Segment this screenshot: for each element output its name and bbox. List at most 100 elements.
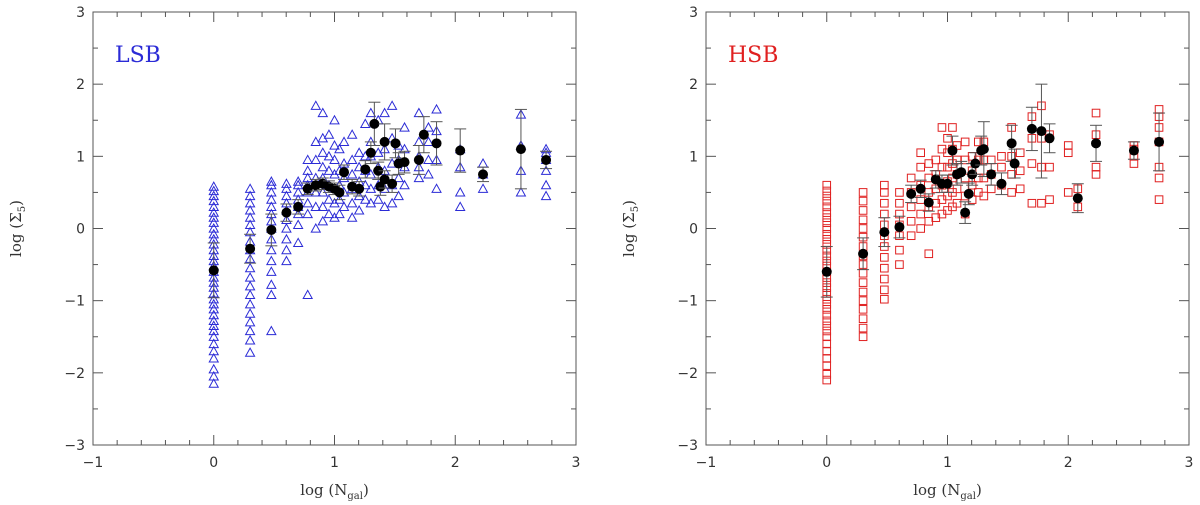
data-point-square <box>822 369 832 379</box>
median-point <box>375 181 386 192</box>
data-point-square <box>822 354 832 363</box>
data-point-square <box>960 137 970 147</box>
data-point-square <box>858 314 868 324</box>
y-tick-label: 3 <box>689 5 698 21</box>
data-point-triangle <box>281 214 292 224</box>
data-point-triangle <box>393 172 404 183</box>
data-point-triangle <box>208 363 220 374</box>
data-point-triangle <box>323 208 335 219</box>
data-point-triangle <box>515 186 527 197</box>
data-point-triangle <box>329 139 340 150</box>
data-point-triangle <box>281 190 292 201</box>
y-tick-label: −1 <box>677 294 698 310</box>
y-tick-label: −3 <box>64 438 85 454</box>
data-point-triangle <box>317 161 329 172</box>
data-point-square <box>858 296 868 305</box>
data-point-triangle <box>338 136 350 146</box>
data-point-triangle <box>208 378 220 388</box>
data-point-square <box>895 198 904 208</box>
data-point-square <box>1015 148 1025 158</box>
median-point <box>360 164 371 175</box>
data-point-square <box>880 209 889 219</box>
data-points <box>822 101 1164 385</box>
data-point-square <box>858 278 868 287</box>
data-point-square <box>895 245 904 255</box>
data-point-triangle <box>353 147 365 157</box>
data-point-square <box>858 305 868 314</box>
data-point-triangle <box>317 147 329 157</box>
data-point-square <box>916 148 925 158</box>
data-point-triangle <box>208 195 220 206</box>
median-point <box>1072 193 1083 204</box>
median-point <box>1091 138 1102 149</box>
data-point-triangle <box>208 370 220 381</box>
data-point-triangle <box>334 208 345 219</box>
data-point-triangle <box>346 212 358 222</box>
median-point <box>960 207 971 218</box>
data-point-triangle <box>244 289 256 299</box>
data-point-square <box>822 208 832 217</box>
y-tick-label: 1 <box>76 149 85 165</box>
panel-label: LSB <box>115 43 161 68</box>
data-point-square <box>822 299 832 309</box>
data-point-square <box>822 332 832 342</box>
x-axis-label: log (Ngal) <box>913 481 982 502</box>
data-point-triangle <box>208 352 220 363</box>
data-point-square <box>1015 166 1025 176</box>
data-point-triangle <box>302 208 314 219</box>
data-point-triangle <box>208 222 220 233</box>
data-point-square <box>997 162 1006 172</box>
data-point-square <box>880 263 889 273</box>
data-point-triangle <box>423 154 434 165</box>
data-point-triangle <box>477 183 489 193</box>
x-tick-label: 2 <box>1064 455 1073 471</box>
y-tick-label: 3 <box>76 5 85 21</box>
data-point-triangle <box>477 158 489 168</box>
data-point-square <box>1027 198 1037 208</box>
data-point-square <box>924 249 934 259</box>
data-point-triangle <box>310 201 322 211</box>
data-point-triangle <box>265 279 277 289</box>
data-point-triangle <box>265 325 277 336</box>
data-point-triangle <box>292 176 304 186</box>
data-point-triangle <box>302 289 314 299</box>
data-point-triangle <box>208 331 220 341</box>
data-point-square <box>906 202 916 212</box>
median-point <box>399 157 410 168</box>
x-tick-label: −1 <box>696 455 717 471</box>
data-point-triangle <box>208 207 220 217</box>
y-tick-label: −2 <box>677 366 698 382</box>
data-point-triangle <box>454 201 466 211</box>
median-point <box>266 224 277 235</box>
data-point-square <box>858 196 868 206</box>
median-point <box>418 129 429 140</box>
y-tick-label: 0 <box>689 222 698 238</box>
data-point-triangle <box>265 266 277 276</box>
median-point <box>478 169 489 180</box>
data-point-square <box>1091 108 1101 118</box>
data-point-square <box>931 155 941 165</box>
data-point-square <box>858 188 868 197</box>
median-point <box>970 158 981 169</box>
median-point <box>293 201 304 212</box>
median-point <box>1026 123 1037 134</box>
data-point-triangle <box>359 194 371 204</box>
data-point-square <box>906 173 916 183</box>
data-point-square <box>822 196 832 206</box>
data-point-triangle <box>379 201 390 211</box>
data-point-triangle <box>302 165 314 175</box>
data-point-square <box>1063 141 1073 150</box>
data-point-triangle <box>208 345 220 356</box>
data-point-triangle <box>346 168 358 179</box>
data-point-triangle <box>208 338 220 349</box>
data-point-triangle <box>317 107 329 118</box>
data-point-triangle <box>302 197 314 208</box>
panel-label: HSB <box>728 43 778 68</box>
data-point-square <box>822 213 832 222</box>
median-point <box>379 174 390 185</box>
data-point-triangle <box>338 172 350 183</box>
data-point-triangle <box>454 186 466 197</box>
data-point-triangle <box>359 179 371 190</box>
data-point-triangle <box>310 186 322 197</box>
